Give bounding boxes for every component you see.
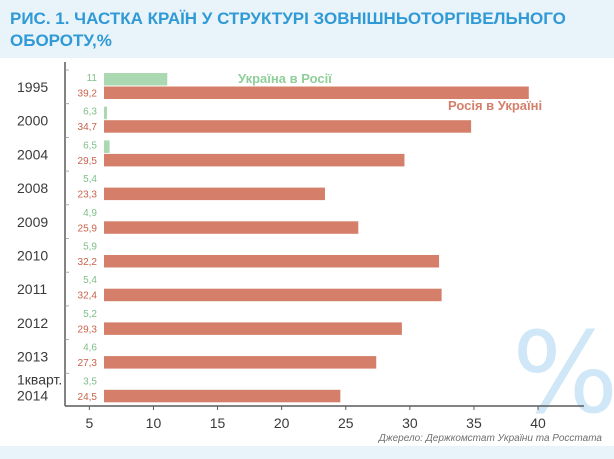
bar-russia-in-ukraine — [104, 86, 529, 99]
source-note: Джерело: Держкомстат України та Росстата — [378, 433, 602, 444]
x-tick-label: 40 — [530, 415, 546, 431]
value-label-ukraine-in-russia: 5,4 — [83, 174, 97, 185]
bar-russia-in-ukraine — [104, 322, 402, 335]
title-band — [0, 0, 614, 58]
value-label-russia-in-ukraine: 27,3 — [78, 358, 98, 369]
footer-band — [0, 446, 614, 459]
value-label-russia-in-ukraine: 29,3 — [78, 324, 98, 335]
bar-russia-in-ukraine — [104, 255, 440, 268]
x-tick-label: 5 — [85, 415, 93, 431]
value-label-ukraine-in-russia: 11 — [87, 73, 98, 84]
value-label-russia-in-ukraine: 34,7 — [78, 122, 98, 133]
value-label-ukraine-in-russia: 5,9 — [83, 242, 97, 253]
category-label: 2011 — [17, 281, 47, 297]
x-tick-label: 20 — [274, 415, 290, 431]
value-label-russia-in-ukraine: 23,3 — [78, 190, 98, 201]
category-label: 2009 — [17, 214, 48, 230]
bar-ukraine-in-russia — [104, 106, 108, 120]
category-label: 2000 — [17, 113, 48, 129]
legend-ukraine-in-russia: Україна в Росії — [238, 71, 332, 86]
category-label: 2008 — [17, 180, 48, 196]
category-label: 2014 — [17, 387, 48, 403]
value-label-ukraine-in-russia: 4,9 — [83, 208, 97, 219]
value-label-russia-in-ukraine: 39,2 — [78, 89, 98, 100]
bar-russia-in-ukraine — [104, 120, 472, 133]
value-label-russia-in-ukraine: 25,9 — [78, 223, 98, 234]
category-label: 2012 — [17, 315, 48, 331]
x-tick-label: 35 — [466, 415, 482, 431]
bar-russia-in-ukraine — [104, 153, 405, 167]
value-label-ukraine-in-russia: 4,6 — [83, 343, 97, 354]
legend-russia-in-ukraine: Росія в Україні — [448, 98, 542, 113]
category-label: 2013 — [17, 349, 48, 365]
category-label: 1995 — [17, 79, 48, 95]
bar-russia-in-ukraine — [104, 187, 325, 201]
value-label-ukraine-in-russia: 5,4 — [83, 275, 97, 286]
x-tick-label: 25 — [338, 415, 354, 431]
bar-russia-in-ukraine — [104, 356, 377, 369]
category-label: 1кварт. — [17, 371, 62, 387]
category-label: 2004 — [17, 146, 48, 162]
value-label-russia-in-ukraine: 24,5 — [78, 392, 98, 403]
percent-watermark: % — [512, 309, 614, 439]
chart-title: РИС. 1. ЧАСТКА КРАЇН У СТРУКТУРІ ЗОВНІШН… — [10, 9, 566, 50]
x-tick-label: 15 — [210, 415, 226, 431]
value-label-russia-in-ukraine: 32,2 — [78, 257, 98, 268]
bar-ukraine-in-russia — [104, 140, 110, 153]
bar-ukraine-in-russia — [104, 73, 168, 86]
value-label-russia-in-ukraine: 32,4 — [78, 291, 98, 302]
value-label-ukraine-in-russia: 3,5 — [83, 376, 97, 387]
value-label-ukraine-in-russia: 5,2 — [83, 309, 97, 320]
value-label-russia-in-ukraine: 29,5 — [78, 156, 98, 167]
x-tick-label: 10 — [146, 415, 162, 431]
x-tick-label: 30 — [402, 415, 418, 431]
value-label-ukraine-in-russia: 6,5 — [83, 140, 97, 151]
category-label: 2010 — [17, 248, 48, 264]
bar-russia-in-ukraine — [104, 288, 442, 302]
value-label-ukraine-in-russia: 6,3 — [83, 107, 97, 118]
bar-russia-in-ukraine — [104, 389, 341, 403]
bar-russia-in-ukraine — [104, 221, 359, 234]
